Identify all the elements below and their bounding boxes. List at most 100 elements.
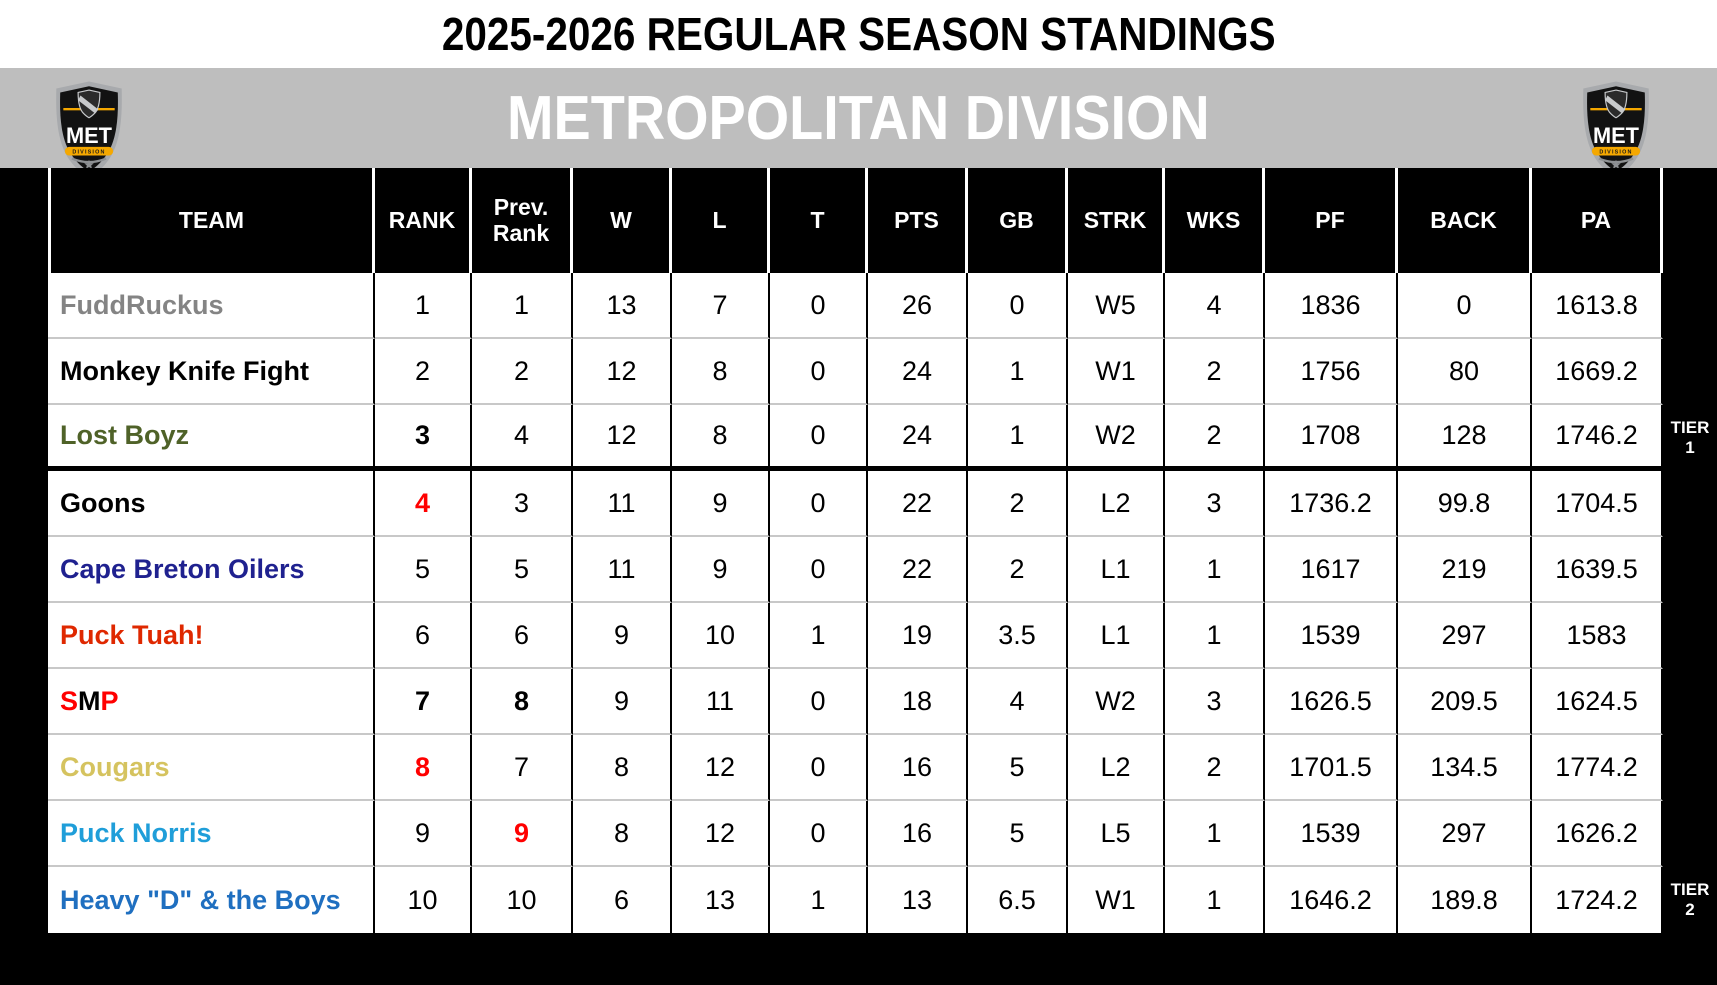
col-header-strk: STRK — [1068, 168, 1165, 273]
stat-cell-strk: L1 — [1068, 537, 1165, 603]
stat-cell-prev: 5 — [472, 537, 573, 603]
stat-cell-l: 13 — [672, 867, 770, 933]
team-name-part: Cape Breton Oilers — [60, 553, 305, 584]
stat-cell-w: 6 — [573, 867, 672, 933]
stat-cell-back: 134.5 — [1398, 735, 1532, 801]
stat-cell-gb: 0 — [968, 273, 1068, 339]
stat-cell-w: 9 — [573, 669, 672, 735]
team-name-part: Heavy "D" & the Boys — [60, 884, 341, 915]
col-header-w: W — [573, 168, 672, 273]
tier-2-word: TIER — [1670, 880, 1710, 900]
logo-met-text: MET — [66, 123, 113, 148]
team-name-cell: Lost Boyz — [48, 405, 375, 471]
stat-cell-rank: 9 — [375, 801, 472, 867]
stat-cell-gb: 4 — [968, 669, 1068, 735]
bottom-border-strip — [0, 933, 1717, 985]
stat-cell-back: 80 — [1398, 339, 1532, 405]
stat-cell-t: 0 — [770, 471, 868, 537]
tier-1-label: TIER 1 — [1663, 405, 1717, 471]
stat-cell-w: 11 — [573, 471, 672, 537]
stat-cell-back: 219 — [1398, 537, 1532, 603]
stat-cell-rank: 4 — [375, 471, 472, 537]
stat-cell-pts: 16 — [868, 801, 968, 867]
stat-cell-prev: 10 — [472, 867, 573, 933]
stat-cell-prev: 8 — [472, 669, 573, 735]
season-title-bar: 2025-2026 REGULAR SEASON STANDINGS — [0, 0, 1717, 68]
stat-cell-pa: 1613.8 — [1532, 273, 1663, 339]
team-name-part: Cougars — [60, 751, 170, 782]
stat-cell-t: 0 — [770, 537, 868, 603]
stat-cell-strk: W5 — [1068, 273, 1165, 339]
stat-cell-rank: 10 — [375, 867, 472, 933]
stat-cell-w: 12 — [573, 339, 672, 405]
team-name-part: Goons — [60, 487, 146, 518]
stat-cell-w: 11 — [573, 537, 672, 603]
stat-cell-t: 0 — [770, 405, 868, 471]
stat-cell-back: 209.5 — [1398, 669, 1532, 735]
stat-cell-strk: W2 — [1068, 669, 1165, 735]
stat-cell-gb: 5 — [968, 801, 1068, 867]
stat-cell-t: 1 — [770, 867, 868, 933]
stat-cell-wks: 3 — [1165, 669, 1265, 735]
stat-cell-t: 0 — [770, 801, 868, 867]
tier-2-number: 2 — [1685, 900, 1695, 919]
tier-1-number: 1 — [1685, 438, 1695, 457]
stat-cell-rank: 5 — [375, 537, 472, 603]
col-header-l: L — [672, 168, 770, 273]
stat-cell-strk: W2 — [1068, 405, 1165, 471]
stat-cell-back: 99.8 — [1398, 471, 1532, 537]
stat-cell-gb: 6.5 — [968, 867, 1068, 933]
stat-cell-pa: 1626.2 — [1532, 801, 1663, 867]
stat-cell-rank: 8 — [375, 735, 472, 801]
stat-cell-pts: 19 — [868, 603, 968, 669]
col-header-prev-rank: Prev. Rank — [472, 168, 573, 273]
team-name-part: FuddRuckus — [60, 289, 224, 320]
stat-cell-pf: 1701.5 — [1265, 735, 1398, 801]
stat-cell-pf: 1836 — [1265, 273, 1398, 339]
stat-cell-t: 0 — [770, 669, 868, 735]
stat-cell-l: 7 — [672, 273, 770, 339]
team-name-part: Puck Tuah! — [60, 619, 204, 650]
logo-met-text: MET — [1593, 123, 1640, 148]
stat-cell-pts: 22 — [868, 537, 968, 603]
left-border-strip — [0, 168, 48, 985]
standings-table: TEAM RANK Prev. Rank W L T PTS GB STRK W… — [0, 168, 1717, 985]
stat-cell-rank: 1 — [375, 273, 472, 339]
stat-cell-pf: 1646.2 — [1265, 867, 1398, 933]
division-banner: METROPOLITAN DIVISION — [0, 68, 1717, 168]
stat-cell-pts: 24 — [868, 405, 968, 471]
stat-cell-w: 9 — [573, 603, 672, 669]
stat-cell-pa: 1704.5 — [1532, 471, 1663, 537]
stat-cell-pf: 1617 — [1265, 537, 1398, 603]
stat-cell-gb: 1 — [968, 339, 1068, 405]
stat-cell-l: 8 — [672, 405, 770, 471]
stat-cell-strk: L1 — [1068, 603, 1165, 669]
stat-cell-prev: 6 — [472, 603, 573, 669]
stat-cell-wks: 1 — [1165, 867, 1265, 933]
team-name-part: P — [100, 685, 119, 716]
stat-cell-gb: 5 — [968, 735, 1068, 801]
stat-cell-pts: 18 — [868, 669, 968, 735]
stat-cell-pts: 13 — [868, 867, 968, 933]
team-name-part: S — [60, 685, 79, 716]
stat-cell-pf: 1756 — [1265, 339, 1398, 405]
stat-cell-wks: 2 — [1165, 405, 1265, 471]
col-header-rank: RANK — [375, 168, 472, 273]
stat-cell-gb: 3.5 — [968, 603, 1068, 669]
stat-cell-l: 12 — [672, 801, 770, 867]
right-tier-strip — [1663, 168, 1717, 985]
stat-cell-pts: 26 — [868, 273, 968, 339]
team-name-cell: Monkey Knife Fight — [48, 339, 375, 405]
stat-cell-back: 297 — [1398, 603, 1532, 669]
stat-cell-pa: 1639.5 — [1532, 537, 1663, 603]
col-header-back: BACK — [1398, 168, 1532, 273]
col-header-t: T — [770, 168, 868, 273]
stat-cell-pa: 1669.2 — [1532, 339, 1663, 405]
stat-cell-pf: 1626.5 — [1265, 669, 1398, 735]
stat-cell-back: 0 — [1398, 273, 1532, 339]
met-division-logo-left: MET DIVISION ™ — [56, 81, 127, 178]
logo-division-text: DIVISION — [1599, 150, 1632, 156]
met-division-logo-right: MET DIVISION ™ — [1583, 81, 1654, 178]
